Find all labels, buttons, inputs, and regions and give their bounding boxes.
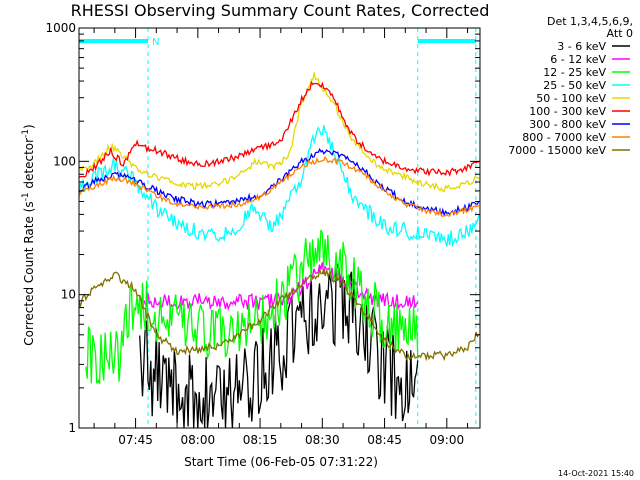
legend-entry-label: 12 - 25 keV: [543, 66, 606, 79]
series-line: [78, 80, 480, 178]
y-axis-label: Corrected Count Rate (s-1 detector-1): [21, 124, 36, 345]
series-line: [78, 267, 480, 362]
x-tick-label: 08:45: [367, 433, 402, 447]
night-marker-label: N: [152, 37, 159, 48]
legend-entry-label: 50 - 100 keV: [536, 92, 606, 105]
x-tick-label: 08:00: [181, 433, 216, 447]
x-tick-label: 07:45: [118, 433, 153, 447]
x-tick-label: 08:30: [305, 433, 340, 447]
x-axis-label: Start Time (06-Feb-05 07:31:22): [184, 455, 378, 469]
series-line: [78, 147, 480, 218]
legend-entry-label: 100 - 300 keV: [529, 105, 606, 118]
legend-entry-label: 300 - 800 keV: [529, 118, 606, 131]
x-tick-label: 08:15: [243, 433, 278, 447]
legend-entry-label: 7000 - 15000 keV: [508, 144, 606, 157]
legend-entry-label: 6 - 12 keV: [550, 53, 606, 66]
legend-entry-label: 3 - 6 keV: [557, 40, 606, 53]
legend-entry-label: 25 - 50 keV: [543, 79, 606, 92]
x-tick-label: 09:00: [430, 433, 465, 447]
series-line: [78, 72, 480, 193]
y-tick-label: 1: [68, 421, 76, 435]
plot-area: N 1 10 100 1000 07:45 08:00 08:15 08:30 08:45 09:0…: [45, 21, 481, 447]
series-line: [78, 155, 480, 217]
series-line: [78, 125, 480, 248]
detectors-label-line1: Det 1,3,4,5,6,9,: [547, 15, 633, 28]
legend-entry-label: 800 - 7000 keV: [522, 131, 606, 144]
y-tick-label: 10: [61, 288, 76, 302]
plot-frame: [78, 27, 481, 429]
detectors-label-line2: Att 0: [607, 27, 633, 40]
footer-date: 14-Oct-2021 15:40: [558, 469, 634, 478]
y-tick-label: 100: [53, 154, 76, 168]
y-tick-label: 1000: [45, 21, 76, 35]
chart-title: RHESSI Observing Summary Count Rates, Co…: [71, 1, 490, 20]
